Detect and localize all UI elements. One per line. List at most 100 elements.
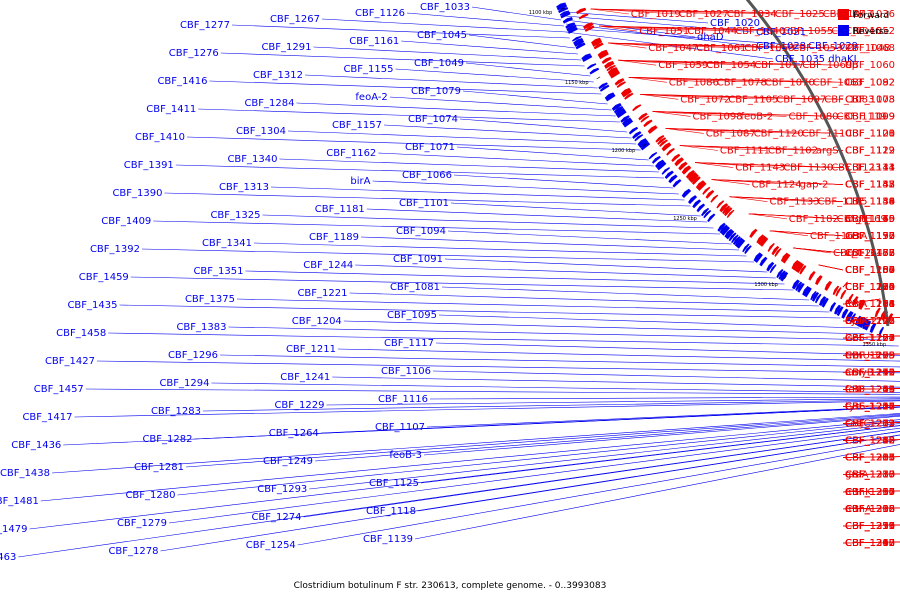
reverse-leader-line bbox=[209, 80, 602, 95]
forward-feature-arrow bbox=[793, 261, 802, 272]
forward-feature-arrow bbox=[840, 289, 847, 300]
forward-gene-label: CBF_1077 bbox=[754, 60, 804, 71]
forward-gene-label: iscS-1 bbox=[845, 333, 875, 344]
reverse-leader-line bbox=[63, 406, 900, 446]
forward-gene-label: mgtE bbox=[845, 214, 871, 225]
reverse-feature-arrow bbox=[811, 291, 820, 302]
forward-feature-arrow bbox=[705, 189, 715, 199]
forward-feature-arrow bbox=[858, 299, 866, 310]
reverse-leader-line bbox=[245, 270, 785, 285]
forward-leader-line bbox=[628, 77, 844, 83]
forward-feature-arrow bbox=[584, 25, 595, 32]
forward-gene-label: CBF_1055 bbox=[783, 26, 833, 37]
forward-gene-label: CBF_1307 bbox=[845, 453, 895, 464]
reverse-gene-label: CBF_1283 bbox=[151, 406, 201, 417]
reverse-leader-line bbox=[287, 130, 637, 145]
forward-gene-label: CBF_1110 bbox=[802, 128, 852, 139]
forward-gene-label: CBF_1167 bbox=[845, 265, 895, 276]
forward-gene-label: CBF_1178 bbox=[845, 248, 895, 259]
reverse-feature-arrow bbox=[803, 286, 812, 298]
reverse-gene-label: CBF_1221 bbox=[297, 288, 347, 299]
reverse-gene-label: CBF_1157 bbox=[332, 120, 382, 131]
forward-feature-arrow bbox=[847, 293, 854, 304]
forward-leader-line bbox=[748, 213, 787, 220]
reverse-feature-arrow bbox=[855, 315, 862, 326]
reverse-gene-label: CBF_1181 bbox=[315, 204, 365, 215]
forward-gene-label: CBF_1255 bbox=[845, 384, 895, 395]
forward-gene-label: CBF_1109 bbox=[845, 111, 895, 122]
reverse-feature-arrow bbox=[589, 67, 600, 75]
forward-feature-arrow bbox=[659, 139, 668, 148]
forward-gene-label: CBF_1097 bbox=[776, 94, 826, 105]
reverse-feature-arrow bbox=[566, 24, 577, 32]
forward-gene-label: CBF_1034 bbox=[727, 9, 777, 20]
forward-leader-line bbox=[818, 264, 844, 271]
legend-label-reverse: Reverse bbox=[853, 27, 890, 37]
forward-gene-label: CBF_1200 bbox=[845, 265, 895, 276]
axis-tick-mark bbox=[642, 143, 647, 147]
forward-gene-label: CBF_1170 bbox=[845, 282, 895, 293]
forward-gene-label: CBF_1179 bbox=[845, 350, 895, 361]
forward-gene-label: CBF_1356 bbox=[845, 521, 895, 532]
forward-gene-label: CBF_1238 bbox=[845, 504, 895, 515]
reverse-gene-label: CBF_1116 bbox=[378, 394, 428, 405]
reverse-leader-line bbox=[175, 164, 665, 179]
reverse-gene-label: CBF_1204 bbox=[292, 316, 342, 327]
reverse-gene-label: CBF_1079 bbox=[411, 86, 461, 97]
forward-feature-arrow bbox=[681, 165, 692, 175]
reverse-feature-arrow bbox=[560, 12, 571, 19]
reverse-feature-arrow bbox=[821, 297, 829, 308]
forward-gene-label: CBF_1231 bbox=[845, 453, 895, 464]
reverse-feature-arrow bbox=[717, 222, 726, 232]
forward-leader-line bbox=[608, 42, 647, 49]
reverse-gene-label: CBF_1126 bbox=[355, 8, 405, 19]
forward-leader-line bbox=[729, 196, 768, 202]
forward-gene-label: mtnA bbox=[845, 504, 872, 515]
forward-gene-label: CBF_1129 bbox=[845, 146, 895, 157]
forward-feature-arrow bbox=[815, 275, 823, 286]
forward-gene-label: CBF_1250 bbox=[845, 333, 895, 344]
forward-gene-label: CBF_1098 bbox=[693, 111, 743, 122]
forward-feature-arrow bbox=[782, 253, 791, 264]
reverse-leader-line bbox=[228, 326, 885, 341]
reverse-gene-label: CBF_1125 bbox=[369, 478, 419, 489]
forward-gene-label: CBF_1120 bbox=[754, 128, 804, 139]
reverse-leader-line bbox=[211, 382, 900, 393]
reverse-leader-line bbox=[74, 400, 900, 418]
forward-feature-arrow bbox=[756, 234, 764, 244]
genome-caption: Clostridium botulinum F str. 230613, com… bbox=[294, 581, 607, 591]
forward-leader-line bbox=[711, 179, 844, 185]
forward-gene-label: CBF_1273 bbox=[845, 419, 895, 430]
forward-gene-label: CBF_1262 bbox=[845, 436, 895, 447]
forward-feature-arrow bbox=[632, 104, 642, 112]
forward-feature-arrow bbox=[624, 92, 634, 100]
reverse-gene-label: CBF_1280 bbox=[125, 490, 175, 501]
reverse-feature-arrow bbox=[869, 322, 877, 334]
forward-feature-arrow bbox=[710, 194, 719, 203]
forward-gene-label: CBF_1082 bbox=[845, 77, 895, 88]
forward-leader-line bbox=[640, 94, 679, 100]
forward-leader-line bbox=[842, 541, 900, 544]
forward-feature-arrow bbox=[608, 68, 619, 77]
forward-leader-line bbox=[842, 524, 900, 527]
forward-leader-line bbox=[599, 25, 844, 32]
forward-gene-label: CBF_1052 bbox=[845, 26, 895, 37]
forward-feature-arrow bbox=[774, 247, 782, 257]
reverse-gene-label: CBF_1282 bbox=[142, 434, 192, 445]
reverse-feature-arrow bbox=[599, 84, 610, 92]
reverse-gene-label: CBF_1028 bbox=[756, 41, 806, 52]
forward-gene-label: CBF_1163 bbox=[810, 231, 860, 242]
forward-feature-arrow bbox=[657, 137, 667, 145]
reverse-feature-arrow bbox=[648, 151, 658, 160]
forward-leader-line bbox=[769, 230, 808, 237]
forward-gene-label: folD bbox=[845, 384, 865, 395]
reverse-feature-arrow bbox=[731, 234, 739, 244]
reverse-feature-arrow bbox=[734, 237, 744, 247]
reverse-leader-line bbox=[468, 34, 575, 49]
forward-leader-line bbox=[679, 145, 718, 151]
reverse-feature-arrow bbox=[664, 170, 674, 180]
forward-gene-label: CBF_1124 bbox=[752, 180, 802, 191]
forward-feature-arrow bbox=[832, 285, 840, 296]
forward-gene-label: CBF_1063 bbox=[813, 77, 863, 88]
forward-leader-line bbox=[695, 162, 734, 168]
